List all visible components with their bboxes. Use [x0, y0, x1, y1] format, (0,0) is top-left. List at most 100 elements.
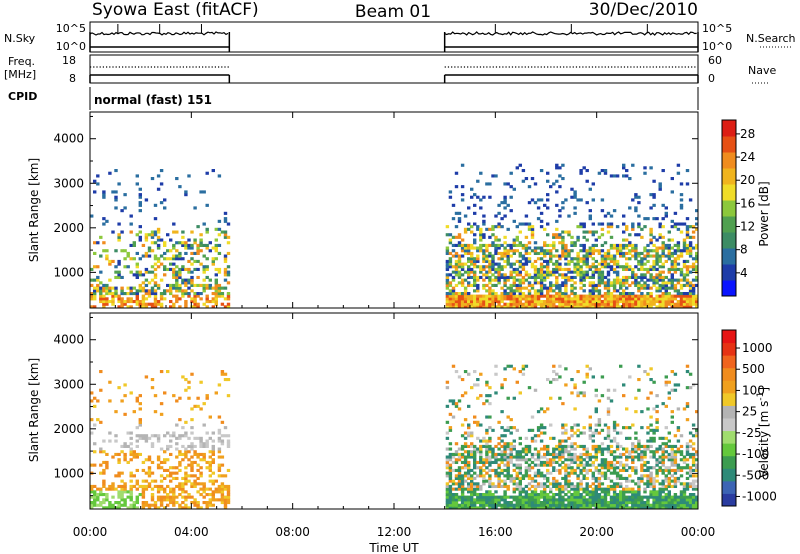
power-cell-35: [99, 281, 103, 285]
velocity-cell-622: [448, 447, 453, 451]
power-cell-1256: [546, 265, 550, 269]
power-cell-1579: [591, 249, 595, 253]
power-cell-280: [159, 262, 164, 266]
velocity-cell-851: [482, 476, 486, 480]
power-cell-1866: [634, 206, 638, 210]
power-cell-840: [485, 275, 489, 279]
velocity-cell-1034: [509, 501, 513, 505]
velocity-cell-1245: [543, 501, 547, 505]
power-cell-842: [485, 270, 489, 274]
velocity-cell-474: [205, 487, 209, 491]
power-cell-113: [120, 292, 124, 296]
power-cell-1706: [609, 214, 614, 218]
velocity-cell-612: [448, 479, 453, 483]
power-cell-2038: [661, 286, 665, 290]
power-cell-1304: [552, 182, 556, 186]
velocity-cell-1291: [549, 482, 553, 486]
power-cell-1115: [524, 251, 529, 255]
velocity-cell-577: [226, 394, 231, 398]
power-cell-2265: [695, 294, 699, 298]
power-cell-214: [144, 198, 149, 202]
power-cell-2277: [695, 243, 699, 247]
power-cell-1863: [634, 243, 638, 247]
power-cell-1338: [558, 286, 562, 290]
power-cell-1284: [549, 249, 553, 253]
power-cell-640: [454, 185, 459, 189]
power-cell-945: [500, 275, 504, 279]
power-cell-439: [196, 249, 200, 253]
power-cell-1750: [619, 297, 623, 301]
velocity-cell-586: [445, 487, 450, 491]
power-cell-1698: [609, 259, 614, 263]
power-cell-2030: [658, 185, 662, 189]
velocity-cell-229: [150, 493, 155, 497]
velocity-cell-1457: [573, 493, 577, 497]
velocity-cell-820: [479, 506, 483, 510]
power-cell-983: [506, 297, 510, 301]
power-cell-1058: [515, 235, 519, 239]
power-cell-342: [175, 265, 179, 269]
velocity-cell-743: [467, 463, 471, 467]
velocity-cell-737: [467, 482, 471, 486]
velocity-cell-985: [503, 503, 507, 507]
power-cell-735: [470, 262, 474, 266]
velocity-cell-1770: [615, 423, 620, 427]
power-cell-1076: [518, 259, 522, 263]
power-cell-2081: [667, 281, 671, 285]
velocity-cell-1116: [521, 495, 526, 499]
velocity-cell-192: [141, 503, 146, 507]
velocity-colorbar-unit-end: ]: [757, 387, 771, 392]
velocity-cell-1501: [579, 495, 583, 499]
power-cell-1569: [591, 286, 595, 290]
power-cell-234: [150, 241, 155, 245]
velocity-cell-99: [117, 460, 121, 464]
velocity-cell-1576: [588, 423, 592, 427]
velocity-cell-834: [479, 455, 483, 459]
velocity-cell-1871: [634, 455, 638, 459]
power-cell-1489: [579, 259, 583, 263]
velocity-cell-0: [90, 506, 94, 510]
velocity-cell-1131: [524, 498, 529, 502]
power-cell-1355: [561, 302, 565, 306]
velocity-cell-2222: [685, 404, 690, 408]
velocity-cell-1013: [506, 484, 510, 488]
velocity-cell-9: [90, 431, 94, 435]
power-cell-705: [467, 302, 471, 306]
velocity-cell-1205: [536, 503, 541, 507]
velocity-cell-2193: [682, 493, 687, 497]
power-cell-1632: [600, 265, 605, 269]
power-cell-1039: [512, 238, 516, 242]
velocity-cell-1898: [637, 388, 641, 392]
power-cell-3: [90, 292, 94, 296]
power-cell-1411: [567, 259, 571, 263]
power-cell-2065: [664, 283, 668, 287]
velocity-cell-1906: [640, 479, 644, 483]
velocity-cell-1464: [573, 458, 577, 462]
velocity-cell-1618: [594, 431, 598, 435]
power-cell-532: [220, 230, 225, 234]
power-cell-1661: [603, 241, 608, 245]
velocity-cell-672: [457, 476, 462, 480]
velocity-cell-1827: [628, 501, 632, 505]
velocity-cell-568: [226, 493, 231, 497]
velocity-cell-167: [135, 495, 139, 499]
velocity-cell-1514: [579, 444, 583, 448]
power-cell-1313: [555, 278, 559, 282]
power-cell-1783: [622, 214, 626, 218]
power-cell-527: [217, 174, 222, 178]
power-cell-1481: [579, 286, 583, 290]
power-cell-1104: [524, 302, 529, 306]
velocity-cell-1851: [631, 466, 635, 470]
power-cell-571: [445, 278, 450, 282]
power-cell-820: [482, 265, 486, 269]
power-cell-470: [205, 283, 209, 287]
power-cell-1904: [640, 259, 644, 263]
power-cell-1220: [539, 225, 544, 229]
velocity-cell-1009: [506, 503, 510, 507]
power-cell-262: [156, 283, 161, 287]
power-cell-1308: [555, 294, 559, 298]
velocity-cell-2277: [695, 468, 699, 472]
power-cell-773: [476, 297, 480, 301]
power-cell-833: [485, 305, 489, 309]
velocity-cell-154: [129, 391, 133, 395]
